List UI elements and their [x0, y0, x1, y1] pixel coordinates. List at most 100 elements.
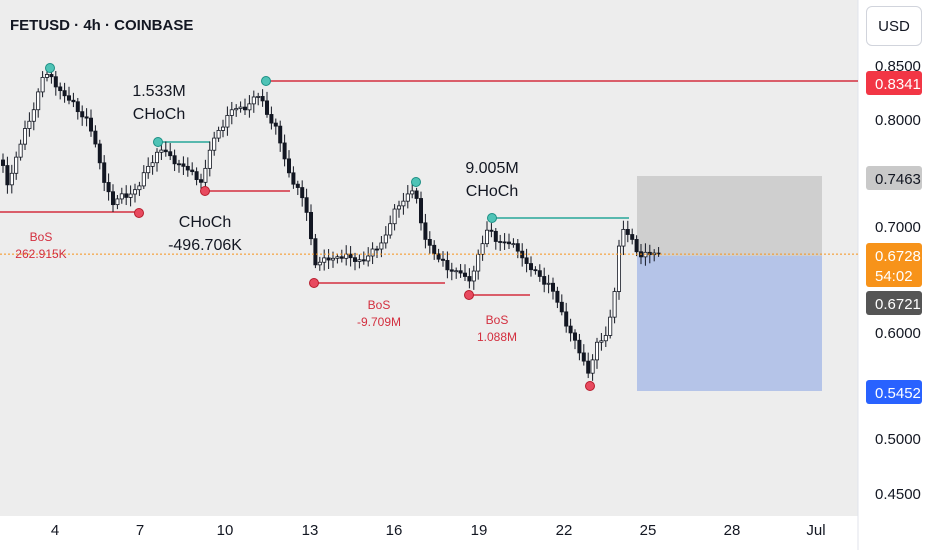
price-tag-2-bg	[866, 243, 922, 287]
candle-body	[396, 205, 401, 210]
candle-body	[542, 276, 547, 285]
candle	[93, 125, 98, 148]
candle-body	[58, 86, 63, 92]
candle	[392, 204, 397, 231]
candle-body	[449, 269, 454, 272]
swing-markers	[45, 63, 595, 391]
candle-body	[269, 114, 274, 124]
candle	[427, 231, 432, 254]
candle-body	[590, 359, 595, 374]
candle	[291, 166, 296, 189]
candle-body	[555, 290, 560, 303]
candle-body	[62, 90, 67, 97]
candle	[317, 256, 322, 271]
candle	[159, 144, 164, 160]
candle	[599, 332, 604, 351]
candle	[207, 141, 212, 177]
annotation-choch-1-label: CHoCh	[133, 106, 185, 123]
y-tick-label: 0.7000	[875, 219, 921, 236]
candle-body	[506, 241, 511, 245]
candle	[586, 352, 591, 379]
candle-body	[36, 91, 41, 111]
candle	[273, 118, 278, 135]
candle	[146, 157, 151, 179]
price-tag-3-bg	[866, 291, 922, 315]
x-tick-label: 19	[471, 522, 488, 539]
annotation-bos-3-volume: 1.088M	[477, 330, 517, 344]
candle-body	[559, 301, 564, 313]
stop-zone[interactable]	[637, 256, 822, 391]
candle	[181, 156, 186, 176]
candle	[286, 150, 291, 178]
candle-body	[467, 276, 472, 282]
candle	[119, 187, 124, 204]
candle-body	[286, 158, 291, 174]
candle-body	[313, 238, 318, 266]
candle-body	[18, 143, 23, 158]
price-tag-0: 0.8341	[875, 76, 921, 93]
candle	[128, 185, 133, 207]
candle	[476, 249, 481, 280]
candle-body	[427, 239, 432, 246]
candle	[352, 252, 357, 271]
candle	[141, 165, 146, 190]
candle-body	[621, 228, 626, 247]
annotation-bos-2-volume: -9.709M	[357, 315, 401, 329]
candle-body	[533, 269, 538, 272]
candle-body	[119, 193, 124, 200]
candle-body	[603, 335, 608, 342]
candle	[18, 139, 23, 161]
swing-low-marker	[134, 208, 144, 218]
candle	[234, 104, 239, 117]
candle	[168, 143, 173, 161]
candle-body	[366, 255, 371, 262]
candle	[388, 215, 393, 239]
price-tag-1: 0.7463	[875, 171, 921, 188]
time-axis-pane[interactable]	[0, 516, 858, 550]
candle	[322, 249, 327, 271]
candle	[634, 235, 639, 257]
candle	[383, 226, 388, 249]
candle-body	[352, 257, 357, 262]
candle	[308, 204, 313, 246]
candle	[278, 120, 283, 152]
candle-body	[172, 155, 177, 165]
candle	[405, 185, 410, 209]
candle	[625, 220, 630, 243]
candle	[14, 151, 19, 180]
candle-body	[273, 122, 278, 127]
candle-body	[379, 242, 384, 250]
candle-body	[128, 193, 133, 198]
candle-body	[581, 352, 586, 362]
x-tick-label: 10	[217, 522, 234, 539]
candle-body	[643, 251, 648, 258]
target-zone[interactable]	[637, 176, 822, 256]
candle-body	[418, 198, 423, 224]
candle-body	[5, 165, 10, 186]
candle-body	[168, 151, 173, 157]
candle	[542, 267, 547, 293]
candle	[163, 141, 168, 157]
candle	[247, 95, 252, 118]
candle	[154, 148, 159, 172]
annotation-choch-3-label: CHoCh	[466, 183, 518, 200]
y-tick-label: 0.5000	[875, 431, 921, 448]
candle	[102, 155, 107, 192]
candle	[603, 326, 608, 348]
candle	[62, 82, 67, 103]
currency-button[interactable]: USD	[866, 6, 922, 46]
candle-body	[484, 229, 489, 245]
candle	[529, 256, 534, 277]
candle	[264, 91, 269, 118]
candle-body	[14, 156, 19, 174]
price-tag-4-bg	[866, 380, 922, 404]
candle-body	[0, 159, 6, 166]
candle	[80, 105, 85, 126]
swing-low-marker	[464, 290, 474, 300]
swing-high-marker	[261, 76, 271, 86]
candle-body	[194, 171, 199, 181]
candle	[225, 106, 230, 136]
candle-body	[595, 341, 600, 361]
candle	[27, 112, 32, 137]
